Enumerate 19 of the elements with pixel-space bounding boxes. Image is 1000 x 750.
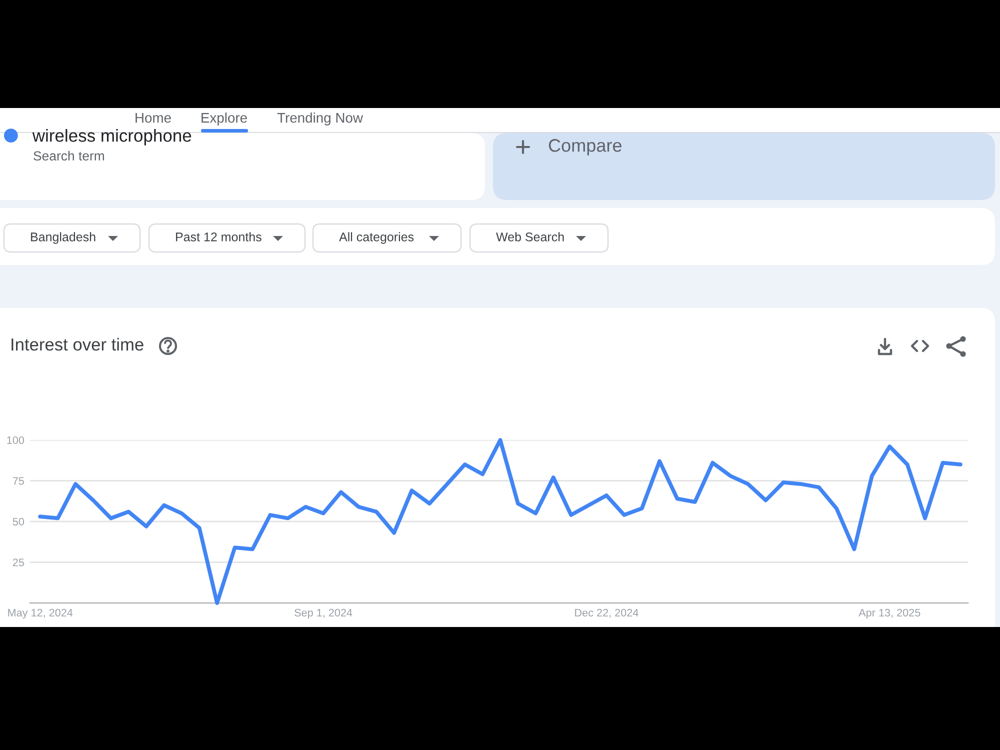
text: Search term (34, 150, 104, 161)
text: Web Search (496, 232, 564, 242)
x-tick-label: May 12, 2024 (8, 608, 73, 619)
text: Trending Now (277, 112, 364, 126)
text: Compare (548, 139, 622, 156)
text: Home (136, 113, 171, 123)
text: Past 12 months (176, 232, 262, 242)
x-tick-label: Apr 13, 2025 (858, 608, 920, 619)
text: Bangladesh (31, 232, 96, 244)
legend-label: wireless microphone (32, 129, 192, 146)
y-tick-label: 100 (7, 436, 24, 444)
x-tick-label: Dec 22, 2024 (575, 608, 638, 618)
chart-title: Interest over time (12, 338, 144, 351)
text: Explore (202, 112, 247, 126)
y-tick-label: 50 (12, 518, 24, 526)
x-tick-label: Sep 1, 2024 (294, 608, 352, 619)
y-tick-label: 25 (12, 558, 24, 566)
text: All categories (339, 232, 414, 244)
y-tick-label: 75 (12, 477, 24, 485)
